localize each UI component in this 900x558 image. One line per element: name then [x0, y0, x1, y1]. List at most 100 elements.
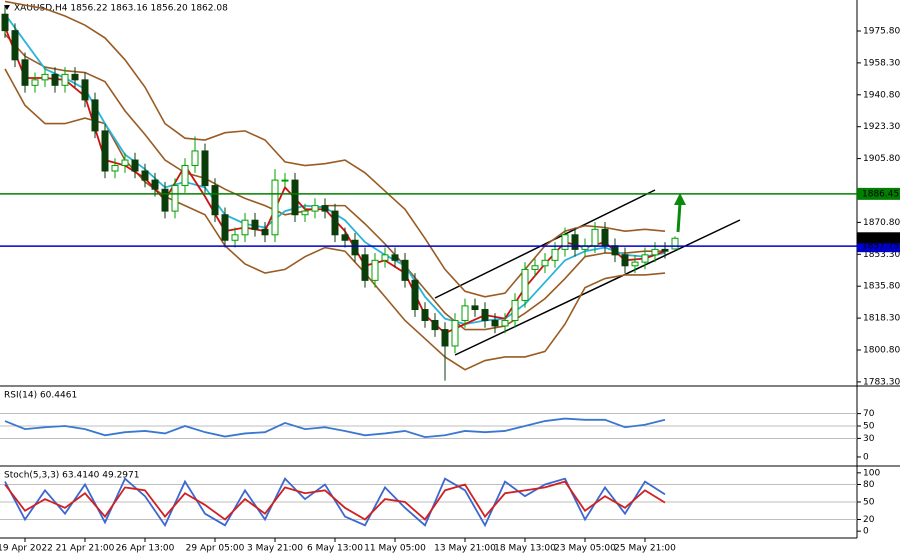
arrow-shaft — [676, 202, 682, 233]
candle-body — [411, 279, 419, 311]
candle-body — [611, 245, 619, 256]
y-tick-label: 1905.80 — [863, 154, 900, 164]
price-label: 1886.45 — [862, 189, 899, 199]
price-label: 1857.75 — [862, 242, 899, 252]
candle-body — [301, 210, 309, 216]
panel-title: Stoch(5,3,3) 63.4140 49.2971 — [4, 471, 139, 481]
indicator-line — [4, 68, 666, 371]
candle-body — [281, 179, 289, 182]
x-tick-label: 13 May 21:00 — [434, 544, 496, 554]
candle-body — [1, 13, 9, 32]
candle-body — [261, 228, 269, 236]
y-tick-label: 70 — [863, 409, 875, 419]
candle-body — [371, 259, 379, 281]
candle-body — [571, 234, 579, 250]
candle-body — [561, 234, 569, 250]
candle-body — [201, 150, 209, 187]
candle-body — [341, 234, 349, 241]
y-tick-label: 1975.80 — [863, 26, 900, 36]
x-tick-label: 19 Apr 2022 — [0, 544, 53, 554]
candle-body — [161, 188, 169, 212]
candle-body — [551, 248, 559, 261]
candle-body — [131, 159, 139, 172]
indicator-line — [4, 480, 666, 521]
y-tick-label: 1958.30 — [863, 58, 900, 68]
candle-body — [401, 259, 409, 281]
candle-body — [481, 309, 489, 321]
candle-body — [661, 248, 669, 252]
indicator-line — [4, 417, 666, 439]
y-tick-label: 100 — [863, 468, 880, 478]
candle-body — [351, 239, 359, 256]
y-tick-label: 1818.30 — [863, 314, 900, 324]
last-price-box — [857, 232, 900, 244]
candle-body — [541, 259, 549, 267]
last-price-label: 1862.08 — [862, 234, 899, 244]
y-tick-label: 20 — [863, 515, 875, 525]
candle-body — [91, 99, 99, 132]
candle-body — [121, 159, 129, 167]
candle-body — [81, 79, 89, 101]
candle-body — [51, 73, 59, 86]
candle-body — [391, 254, 399, 261]
candle-body — [511, 299, 519, 321]
candle-body — [591, 228, 599, 247]
channel-line — [454, 219, 741, 356]
y-tick-label: 50 — [863, 422, 875, 432]
x-tick-label: 29 Apr 05:00 — [186, 544, 245, 554]
channel-line — [434, 189, 656, 299]
price-label-box — [857, 187, 900, 200]
candle-body — [641, 254, 649, 263]
candle-body — [381, 254, 389, 261]
candle-body — [181, 165, 189, 187]
candle-body — [71, 73, 79, 81]
candle-body — [101, 130, 109, 172]
candle-body — [321, 205, 329, 212]
candle-body — [191, 150, 199, 167]
chart-title: XAUUSD,H4 1856.22 1863.16 1856.20 1862.0… — [14, 4, 228, 14]
candle-body — [621, 254, 629, 267]
candle-body — [41, 73, 49, 81]
candle-body — [21, 59, 29, 86]
candle-body — [671, 237, 679, 250]
arrow-head — [674, 193, 686, 205]
candle-body — [271, 179, 279, 236]
candle-body — [461, 305, 469, 321]
candle-body — [221, 214, 229, 241]
candle-body — [361, 254, 369, 281]
candle-body — [31, 79, 39, 86]
y-tick-label: 1923.30 — [863, 122, 900, 132]
candle-body — [291, 179, 299, 216]
x-tick-label: 6 May 13:00 — [307, 544, 363, 554]
candle-body — [61, 73, 69, 86]
candle-body — [601, 228, 609, 247]
candle-body — [171, 185, 179, 212]
indicator-line — [4, 0, 666, 298]
y-tick-label: 1800.80 — [863, 346, 900, 356]
y-tick-label: 1870.80 — [863, 218, 900, 228]
candle-body — [231, 234, 239, 241]
x-tick-label: 21 Apr 21:00 — [56, 544, 115, 554]
candle-body — [651, 248, 659, 256]
y-tick-label: 1783.30 — [863, 377, 900, 387]
candle-body — [331, 210, 339, 236]
candle-body — [441, 329, 449, 347]
candle-body — [241, 219, 249, 236]
candle-body — [311, 205, 319, 212]
candle-body — [151, 179, 159, 190]
y-tick-label: 50 — [863, 498, 875, 508]
x-tick-label: 3 May 21:00 — [247, 544, 303, 554]
x-tick-label: 11 May 05:00 — [364, 544, 426, 554]
candle-body — [451, 319, 459, 347]
x-tick-label: 18 May 13:00 — [494, 544, 556, 554]
candle-body — [491, 319, 499, 327]
y-tick-label: 1835.80 — [863, 282, 900, 292]
candle-body — [531, 265, 539, 270]
candle-body — [431, 319, 439, 331]
candle-body — [251, 219, 259, 230]
y-tick-label: 30 — [863, 434, 875, 444]
x-tick-label: 23 May 05:00 — [554, 544, 616, 554]
